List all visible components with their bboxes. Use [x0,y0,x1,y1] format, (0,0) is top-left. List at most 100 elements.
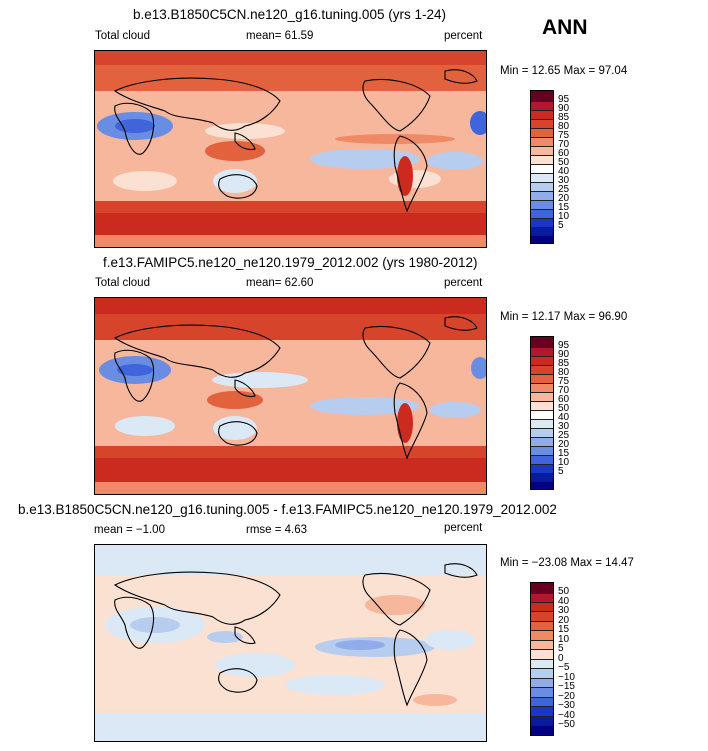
colorbar-2-swatch [531,392,553,401]
colorbar-3-swatch [531,725,553,735]
panel-1-left-label: Total cloud [95,30,150,42]
colorbar-2-swatch [531,464,553,473]
colorbar-2-swatch [531,356,553,365]
panel-1-map-field [95,51,486,247]
colorbar-1-swatch [531,101,553,110]
panel-1-title: b.e13.B1850C5CN.ne120_g16.tuning.005 (yr… [133,7,446,22]
colorbar-1-swatch [531,91,553,101]
colorbar-2-tick: 50 [558,403,570,414]
colorbar-3-swatch [531,602,553,611]
colorbar-2-tick: 5 [558,466,564,477]
panel-2-colorbar [530,336,554,490]
panel-2-map [94,297,487,495]
colorbar-1-swatch [531,164,553,173]
colorbar-3-tick: −20 [558,691,575,702]
colorbar-1-tick: 80 [558,121,570,132]
colorbar-1-swatch [531,227,553,235]
colorbar-1-swatch [531,235,553,243]
panel-1-minmax-label: Min = 12.65 Max = 97.04 [500,65,628,77]
colorbar-1-tick: 50 [558,157,570,168]
colorbar-3-swatch [531,687,553,697]
colorbar-1-swatch [531,155,553,164]
colorbar-1-swatch [531,218,553,227]
colorbar-1-tick: 75 [558,130,570,141]
colorbar-3-swatch [531,611,553,621]
colorbar-1-tick: 20 [558,193,570,204]
colorbar-3-swatch [531,593,553,602]
colorbar-2-tick: 25 [558,430,570,441]
colorbar-1-tick: 5 [558,220,564,231]
colorbar-2-swatch [531,365,553,374]
colorbar-2-tick: 80 [558,367,570,378]
colorbar-1-tick: 85 [558,112,570,123]
colorbar-2-tick: 75 [558,376,570,387]
panel-2-left-label: Total cloud [95,277,150,289]
colorbar-3-tick: 40 [558,596,570,607]
colorbar-2-swatch [531,337,553,347]
colorbar-3-swatch [531,678,553,687]
colorbar-2-tick: 30 [558,421,570,432]
colorbar-1-tick: 60 [558,148,570,159]
colorbar-2-swatch [531,455,553,464]
colorbar-1-tick: 15 [558,202,570,213]
colorbar-3-tick: 10 [558,634,570,645]
panel-2-title: f.e13.FAMIPC5.ne120_ne120.1979_2012.002 … [103,255,478,270]
panel-2-mean-label: mean= 62.60 [246,277,314,289]
colorbar-2-swatch [531,347,553,356]
colorbar-3-swatch [531,668,553,678]
panel-3-rmse-label: rmse = 4.63 [246,524,308,536]
colorbar-3-swatch [531,716,553,725]
colorbar-1-tick: 95 [558,94,570,105]
colorbar-2-tick: 20 [558,439,570,450]
colorbar-3-swatch [531,649,553,659]
panel-2-minmax-label: Min = 12.17 Max = 96.90 [500,311,628,323]
panel-3-map-field [95,545,486,741]
colorbar-3-swatch [531,706,553,716]
colorbar-2-swatch [531,446,553,455]
colorbar-1-swatch [531,173,553,182]
colorbar-3-tick: 30 [558,605,570,616]
colorbar-2-swatch [531,481,553,489]
panel-3-mean-label: mean = −1.00 [94,524,165,536]
colorbar-1-tick: 10 [558,211,570,222]
panel-1-map [94,50,487,248]
colorbar-1-tick: 25 [558,184,570,195]
colorbar-1-tick: 70 [558,139,570,150]
colorbar-3-swatch [531,697,553,706]
colorbar-3-swatch [531,630,553,640]
colorbar-3-swatch [531,621,553,630]
colorbar-2-tick: 40 [558,412,570,423]
colorbar-1-swatch [531,182,553,191]
panel-1-colorbar [530,90,554,244]
panel-2-map-field [95,298,486,494]
colorbar-2-tick: 90 [558,349,570,360]
colorbar-3-tick: −15 [558,681,575,692]
colorbar-2-swatch [531,428,553,437]
colorbar-3-tick: 20 [558,615,570,626]
colorbar-2-swatch [531,473,553,481]
panel-3-title: b.e13.B1850C5CN.ne120_g16.tuning.005 - f… [18,502,557,517]
colorbar-3-swatch [531,583,553,593]
colorbar-1-swatch [531,128,553,137]
colorbar-1-tick: 90 [558,103,570,114]
colorbar-2-tick: 95 [558,340,570,351]
colorbar-2-tick: 10 [558,457,570,468]
panel-3-units-label: percent [444,522,483,534]
colorbar-1-swatch [531,110,553,119]
colorbar-1-swatch [531,191,553,200]
colorbar-1-swatch [531,146,553,155]
colorbar-3-tick: −30 [558,700,575,711]
colorbar-2-swatch [531,374,553,383]
colorbar-3-tick: −40 [558,710,575,721]
colorbar-3-tick: 15 [558,624,570,635]
colorbar-2-swatch [531,437,553,446]
colorbar-1-swatch [531,119,553,128]
colorbar-2-tick: 70 [558,385,570,396]
colorbar-2-tick: 15 [558,448,570,459]
colorbar-2-swatch [531,383,553,392]
colorbar-3-tick: 50 [558,586,570,597]
panel-1-mean-label: mean= 61.59 [246,30,314,42]
colorbar-1-swatch [531,137,553,146]
panel-3-colorbar [530,582,554,736]
panel-1-units-label: percent [444,30,483,42]
